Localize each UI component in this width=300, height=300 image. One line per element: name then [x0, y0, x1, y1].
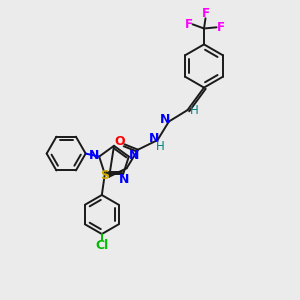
Text: F: F [185, 18, 193, 31]
Text: O: O [115, 135, 125, 148]
Text: N: N [89, 149, 99, 162]
Text: N: N [119, 172, 130, 186]
Text: Cl: Cl [95, 239, 109, 252]
Text: N: N [149, 132, 159, 146]
Text: F: F [217, 21, 224, 34]
Text: F: F [202, 7, 209, 20]
Text: H: H [156, 140, 165, 153]
Text: H: H [190, 103, 199, 117]
Text: N: N [160, 113, 170, 126]
Text: N: N [129, 149, 139, 162]
Text: S: S [100, 169, 109, 182]
